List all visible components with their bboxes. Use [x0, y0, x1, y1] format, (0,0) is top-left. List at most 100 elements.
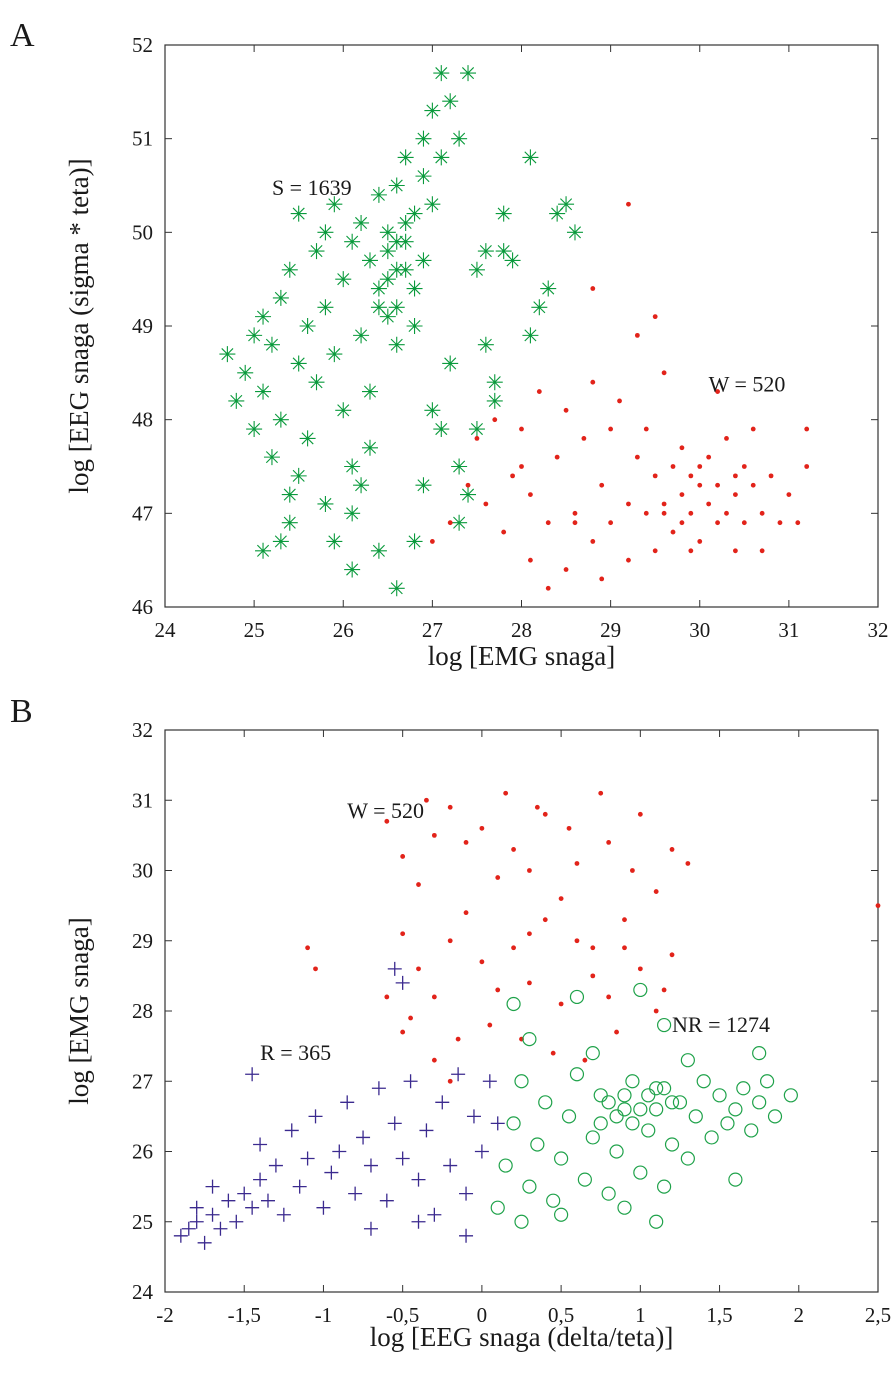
data-point-a-s1-53	[759, 510, 765, 516]
y-tick-label-a: 52	[132, 33, 153, 57]
data-point-b-s0-21	[416, 966, 421, 972]
data-point-b-s1-36	[451, 1067, 466, 1082]
data-point-b-s2-3	[514, 1074, 529, 1089]
data-point-b-s1-37	[459, 1186, 474, 1201]
data-point-b-s0-23	[447, 938, 453, 944]
data-point-a-s1-70	[545, 585, 551, 591]
data-point-a-s0-62	[326, 533, 343, 550]
x-tick-label-b: 2	[794, 1303, 805, 1327]
data-point-b-s2-28	[712, 1088, 727, 1103]
y-tick-label-b: 31	[132, 788, 153, 812]
data-point-b-s1-21	[332, 1144, 347, 1159]
data-point-b-s2-32	[744, 1123, 759, 1138]
data-point-b-s0-5	[463, 910, 469, 916]
data-point-a-s1-2	[465, 482, 471, 488]
data-point-b-s2-25	[688, 1109, 703, 1124]
data-point-b-s0-27	[527, 980, 532, 986]
data-point-a-s0-13	[290, 355, 307, 372]
data-point-a-s0-46	[433, 65, 450, 82]
data-point-a-s0-27	[353, 214, 370, 231]
data-point-a-s1-5	[501, 529, 507, 535]
data-point-b-s1-12	[260, 1193, 275, 1208]
data-point-a-s0-71	[486, 392, 503, 409]
data-point-b-s1-13	[268, 1158, 283, 1173]
data-point-b-s2-2	[506, 1116, 521, 1131]
data-point-a-s1-18	[590, 379, 596, 385]
data-point-a-s0-80	[477, 336, 494, 353]
data-point-a-s0-90	[486, 374, 503, 391]
data-point-b-s0-44	[463, 840, 469, 845]
data-point-b-s1-31	[411, 1172, 426, 1187]
annotation-b-2: NR = 1274	[672, 1012, 770, 1037]
data-point-b-s1-9	[245, 1200, 260, 1215]
data-point-b-s2-40	[585, 1046, 600, 1061]
data-point-a-s0-25	[344, 233, 361, 250]
data-point-b-s2-8	[554, 1151, 569, 1166]
data-point-b-s0-14	[606, 840, 612, 845]
data-point-b-s0-32	[606, 994, 612, 1000]
data-point-a-s1-52	[750, 426, 756, 432]
data-point-b-s1-3	[197, 1235, 212, 1250]
y-tick-label-a: 51	[132, 127, 153, 151]
y-tick-label-b: 24	[132, 1280, 154, 1304]
data-point-a-s1-58	[795, 520, 801, 526]
data-point-b-s0-43	[424, 797, 429, 803]
data-point-a-s1-42	[706, 454, 712, 460]
data-point-a-s0-40	[406, 280, 423, 297]
data-point-a-s0-68	[433, 421, 450, 438]
y-tick-label-a: 50	[132, 220, 153, 244]
data-point-a-s0-16	[299, 430, 316, 447]
data-point-b-s1-44	[205, 1179, 220, 1194]
data-point-a-s0-35	[388, 261, 405, 278]
data-point-b-s1-32	[419, 1123, 434, 1138]
data-point-a-s0-26	[344, 458, 361, 475]
panel-label-b: B	[10, 693, 33, 730]
y-tick-label-a: 48	[132, 408, 153, 432]
data-point-a-s1-67	[661, 510, 667, 516]
data-point-a-s0-74	[281, 514, 298, 531]
data-point-b-s0-4	[447, 804, 453, 810]
x-tick-label-b: -1	[315, 1303, 333, 1327]
data-point-a-s0-72	[442, 355, 459, 372]
data-point-b-s0-12	[574, 861, 580, 866]
data-point-a-s0-34	[379, 224, 396, 241]
data-point-b-s2-34	[759, 1074, 775, 1089]
data-point-b-s1-20	[324, 1165, 339, 1180]
data-point-a-s1-73	[483, 501, 489, 507]
data-point-b-s2-15	[609, 1144, 624, 1159]
data-point-b-s0-6	[479, 825, 485, 831]
data-point-a-s1-54	[759, 548, 765, 554]
data-point-a-s1-59	[804, 426, 810, 432]
data-point-b-s2-31	[736, 1081, 751, 1096]
data-point-b-s0-39	[455, 1036, 461, 1042]
data-point-b-s0-38	[408, 1015, 413, 1021]
y-tick-label-b: 28	[132, 999, 153, 1023]
y-tick-label-b: 27	[132, 1069, 153, 1093]
data-point-a-s0-49	[460, 65, 477, 82]
data-point-b-s1-7	[229, 1214, 244, 1229]
data-point-b-s0-35	[653, 1008, 659, 1014]
data-point-b-s2-45	[649, 1214, 664, 1229]
data-point-b-s1-22	[340, 1095, 355, 1110]
data-point-a-s1-57	[786, 492, 792, 497]
data-point-b-s0-34	[637, 966, 643, 972]
data-point-b-s0-2	[416, 882, 421, 887]
data-point-a-s0-59	[388, 336, 405, 353]
y-tick-label-b: 30	[132, 859, 153, 883]
data-point-a-s1-21	[608, 426, 614, 432]
data-point-a-s1-6	[510, 473, 515, 479]
data-point-b-s0-50	[431, 1057, 437, 1063]
data-point-a-s1-22	[617, 398, 622, 404]
data-point-a-s1-72	[572, 520, 578, 526]
data-point-a-s0-88	[566, 224, 583, 241]
data-point-b-s2-30	[728, 1102, 743, 1117]
data-point-a-s0-44	[424, 102, 441, 119]
data-point-a-s0-79	[272, 533, 289, 550]
data-point-a-s1-9	[528, 492, 533, 497]
data-point-b-s1-25	[363, 1158, 378, 1173]
data-point-a-s0-37	[397, 233, 414, 250]
data-point-b-s2-23	[672, 1095, 688, 1110]
data-point-b-s1-16	[292, 1179, 307, 1194]
data-point-b-s2-26	[696, 1074, 711, 1089]
